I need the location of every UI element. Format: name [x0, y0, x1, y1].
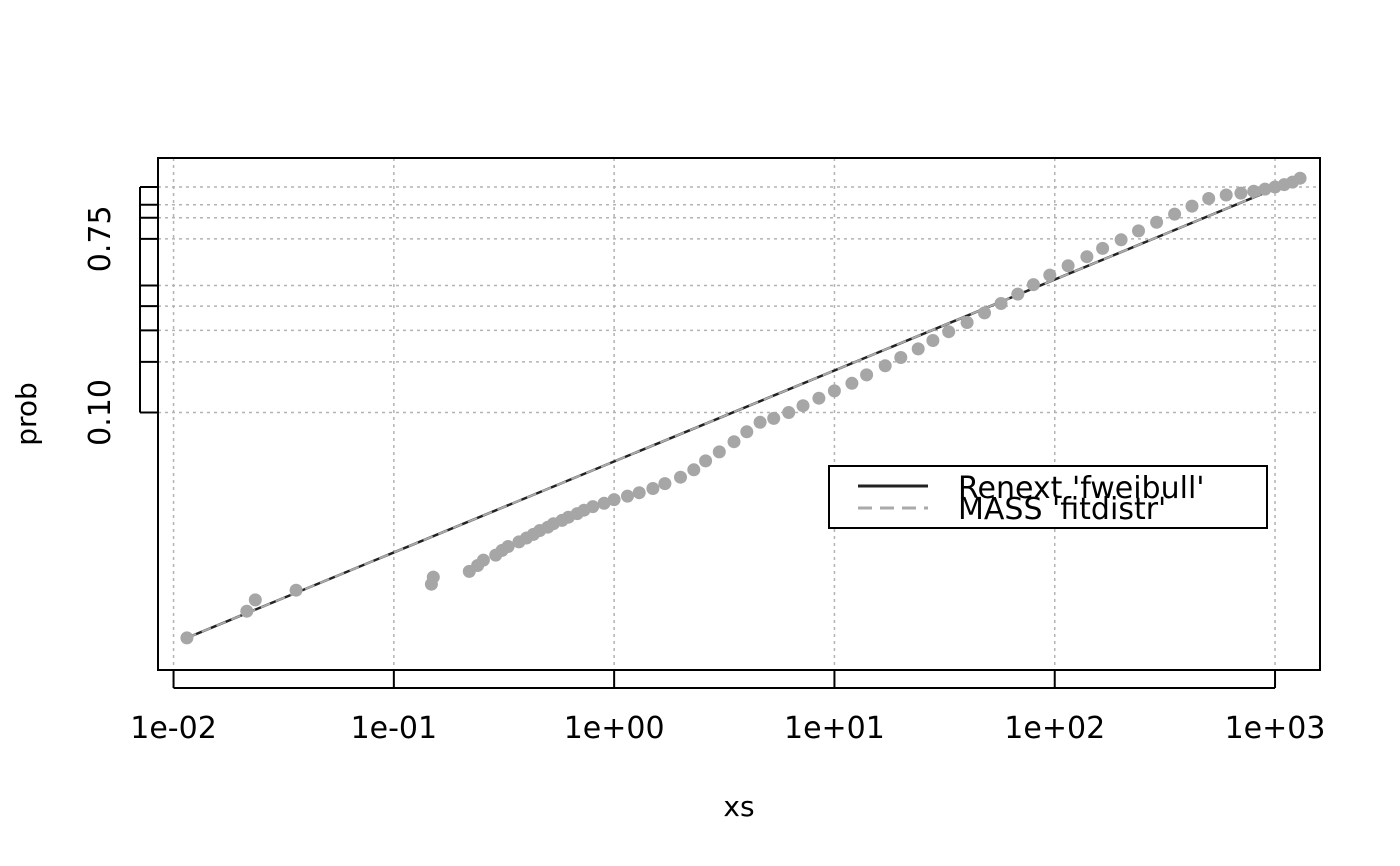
x-tick-label: 1e+03: [1225, 711, 1326, 746]
data-point: [860, 368, 874, 382]
data-point: [289, 583, 303, 597]
data-point: [1185, 199, 1199, 213]
y-axis-label: prob: [10, 382, 43, 446]
y-tick-label: 0.10: [83, 379, 118, 446]
data-point: [1219, 188, 1233, 202]
fit-lines: [186, 177, 1301, 640]
data-point: [1150, 215, 1164, 229]
data-point: [911, 342, 925, 356]
data-point: [687, 463, 701, 477]
data-point: [240, 604, 254, 618]
data-point: [994, 297, 1008, 310]
data-point: [1247, 184, 1261, 198]
data-point: [942, 325, 956, 339]
data-point: [674, 470, 687, 484]
y-axis: 0.10 0.75: [83, 185, 158, 446]
data-point: [1080, 250, 1094, 264]
data-point: [878, 359, 892, 373]
data-point: [926, 334, 940, 347]
data-point: [1132, 224, 1145, 238]
data-point: [476, 553, 490, 567]
fit-line-mass: [186, 177, 1301, 639]
data-point: [501, 540, 515, 553]
data-point: [827, 384, 841, 398]
data-point: [753, 415, 767, 429]
legend-label-mass: MASS 'fitdistr': [958, 492, 1166, 527]
data-point: [1043, 268, 1057, 282]
data-point: [712, 445, 726, 459]
data-point: [699, 454, 713, 468]
plot-frame: [157, 157, 1321, 671]
data-point: [621, 489, 634, 503]
data-point: [960, 316, 974, 329]
data-point: [658, 477, 672, 491]
data-point: [978, 306, 991, 320]
data-points: [180, 171, 1307, 645]
data-point: [632, 486, 646, 500]
data-point: [180, 631, 194, 645]
data-point: [646, 482, 660, 495]
legend: Renext 'fweibull' MASS 'fitdistr': [828, 465, 1268, 529]
legend-label-renext: Renext 'fweibull': [958, 471, 1205, 506]
x-axis: 1e-02 1e-01 1e+00 1e+01 1e+02 1e+03: [130, 670, 1325, 746]
data-point: [607, 493, 621, 507]
data-point: [1061, 259, 1075, 273]
data-point: [812, 391, 826, 405]
data-point: [1114, 233, 1128, 247]
x-tick-label: 1e+00: [564, 711, 665, 746]
data-point: [1011, 287, 1025, 301]
data-point: [727, 435, 741, 449]
x-tick-label: 1e+01: [784, 711, 885, 746]
data-point: [767, 411, 781, 425]
x-tick-label: 1e-01: [351, 711, 438, 746]
data-point: [1258, 182, 1272, 196]
x-tick-label: 1e+02: [1004, 711, 1105, 746]
data-point: [586, 500, 600, 514]
data-point: [1202, 192, 1216, 205]
x-tick-label: 1e-02: [130, 711, 217, 746]
data-point: [1293, 171, 1307, 185]
data-point: [1096, 241, 1110, 255]
data-point: [845, 376, 859, 390]
x-axis-label: xs: [723, 790, 754, 823]
legend-box: [828, 465, 1268, 529]
data-point: [597, 496, 611, 510]
data-point: [1234, 186, 1248, 200]
data-point: [248, 593, 262, 607]
data-point: [796, 399, 810, 413]
data-point: [1026, 278, 1040, 292]
data-point: [740, 425, 754, 439]
data-point: [1168, 207, 1182, 221]
data-point: [426, 570, 440, 584]
y-tick-label: 0.75: [83, 205, 118, 272]
data-point: [782, 406, 796, 419]
data-point: [894, 351, 908, 364]
